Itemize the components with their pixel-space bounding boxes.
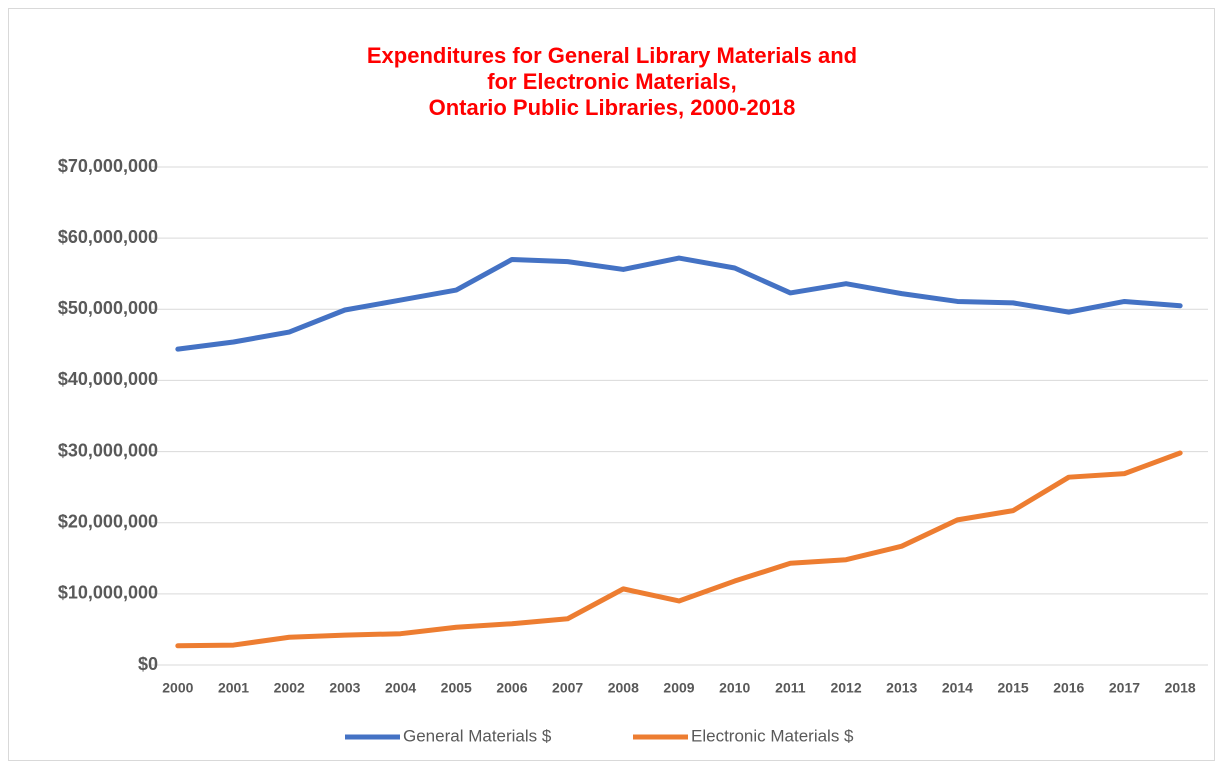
x-tick-label: 2015 <box>998 680 1029 696</box>
legend-label: General Materials $ <box>403 726 552 745</box>
chart-title: Expenditures for General Library Materia… <box>367 43 857 68</box>
x-tick-label: 2000 <box>162 680 193 696</box>
y-tick-label: $0 <box>138 654 158 674</box>
x-tick-label: 2001 <box>218 680 249 696</box>
x-tick-label: 2003 <box>329 680 360 696</box>
x-tick-label: 2012 <box>830 680 861 696</box>
y-tick-label: $20,000,000 <box>58 511 158 531</box>
y-tick-label: $10,000,000 <box>58 583 158 603</box>
legend-label: Electronic Materials $ <box>691 726 854 745</box>
x-tick-label: 2018 <box>1165 680 1196 696</box>
x-tick-label: 2009 <box>663 680 694 696</box>
y-tick-label: $40,000,000 <box>58 369 158 389</box>
x-tick-label: 2016 <box>1053 680 1084 696</box>
x-tick-label: 2007 <box>552 680 583 696</box>
x-tick-label: 2005 <box>441 680 472 696</box>
x-tick-label: 2004 <box>385 680 416 696</box>
series-line <box>175 255 1183 352</box>
x-tick-label: 2008 <box>608 680 639 696</box>
chart-title: Ontario Public Libraries, 2000-2018 <box>429 95 796 120</box>
series-line <box>175 450 1183 649</box>
x-tick-label: 2010 <box>719 680 750 696</box>
x-tick-label: 2013 <box>886 680 917 696</box>
x-tick-label: 2002 <box>274 680 305 696</box>
x-tick-label: 2011 <box>775 680 806 696</box>
chart-border <box>8 8 1215 761</box>
y-tick-label: $30,000,000 <box>58 440 158 460</box>
chart-title: for Electronic Materials, <box>487 69 736 94</box>
x-tick-label: 2014 <box>942 680 973 696</box>
y-tick-label: $60,000,000 <box>58 227 158 247</box>
x-tick-label: 2006 <box>496 680 527 696</box>
y-tick-label: $50,000,000 <box>58 298 158 318</box>
x-tick-label: 2017 <box>1109 680 1140 696</box>
y-tick-label: $70,000,000 <box>58 156 158 176</box>
